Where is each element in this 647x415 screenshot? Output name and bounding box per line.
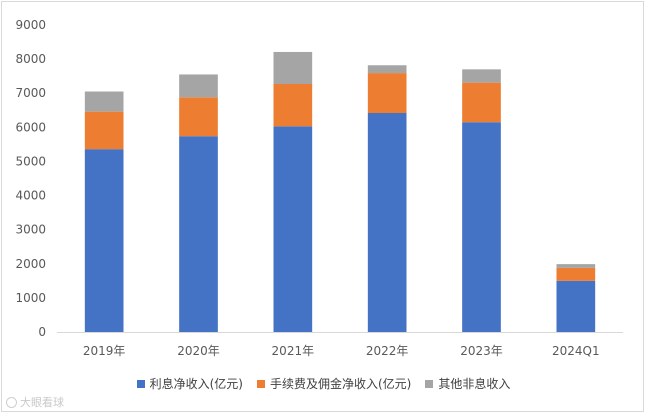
- x-tick-label: 2024Q1: [552, 344, 600, 358]
- y-tick-label: 6000: [15, 120, 46, 134]
- bar-series-1-5: [556, 267, 596, 281]
- y-tick-label: 1000: [15, 291, 46, 305]
- bar-series-1-2: [273, 84, 313, 127]
- bar-series-1-0: [84, 111, 124, 150]
- bar-series-2-3: [367, 65, 407, 74]
- bar-series-1-1: [179, 97, 218, 137]
- x-tick-label: 2020年: [177, 344, 220, 358]
- y-tick-label: 8000: [15, 52, 46, 66]
- legend-label: 手续费及佣金净收入(亿元): [269, 377, 412, 391]
- bar-series-1-4: [462, 82, 501, 123]
- bar-series-0-0: [84, 149, 124, 332]
- y-tick-label: 3000: [15, 223, 46, 237]
- bar-series-2-0: [84, 91, 124, 112]
- legend: 利息净收入(亿元) 手续费及佣金净收入(亿元) 其他非息收入: [0, 375, 647, 392]
- bar-series-0-3: [367, 113, 407, 332]
- bar-series-2-2: [273, 51, 313, 85]
- x-tick-label: 2019年: [83, 344, 126, 358]
- y-tick-label: 4000: [15, 189, 46, 203]
- legend-item-2: 其他非息收入: [425, 375, 510, 392]
- y-tick-label: 5000: [15, 154, 46, 168]
- bar-series-0-1: [179, 136, 218, 332]
- y-tick-label: 9000: [15, 18, 46, 32]
- x-tick-label: 2021年: [272, 344, 315, 358]
- y-tick-label: 2000: [15, 257, 46, 271]
- legend-item-1: 手续费及佣金净收入(亿元): [256, 375, 412, 392]
- y-tick-label: 0: [38, 325, 46, 339]
- bar-series-0-4: [462, 122, 501, 332]
- bar-series-2-1: [179, 74, 218, 98]
- legend-swatch: [256, 379, 265, 388]
- legend-swatch: [136, 379, 145, 388]
- bar-series-2-4: [462, 69, 501, 83]
- watermark-logo-icon: [6, 396, 17, 408]
- bar-series-0-2: [273, 126, 313, 332]
- legend-label: 利息净收入(亿元): [149, 377, 243, 391]
- legend-item-0: 利息净收入(亿元): [136, 375, 243, 392]
- bar-series-0-5: [556, 280, 596, 332]
- watermark-text: 大眼看球: [20, 396, 64, 409]
- x-tick-label: 2022年: [366, 344, 409, 358]
- bar-series-2-5: [556, 264, 596, 268]
- x-tick-label: 2023年: [460, 344, 503, 358]
- legend-label: 其他非息收入: [438, 377, 511, 391]
- stacked-bar-chart: 0 1000 2000 3000 4000 5000 6000 7000 8000 9000 201…: [15, 18, 623, 358]
- legend-swatch: [425, 379, 434, 388]
- watermark: 大眼看球: [6, 394, 64, 410]
- y-tick-label: 7000: [15, 86, 46, 100]
- bar-series-1-3: [367, 73, 407, 114]
